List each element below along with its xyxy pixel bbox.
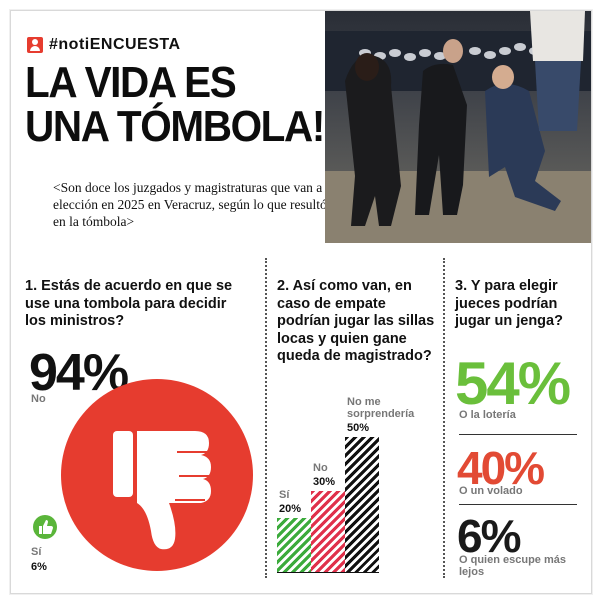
thumbs-down-icon <box>61 379 253 571</box>
bar-2 <box>311 491 345 572</box>
separator <box>459 504 577 505</box>
divider <box>265 258 267 578</box>
tag-label: #notiENCUESTA <box>49 36 181 53</box>
question-3: 3. Y para elegir jueces podrían jugar un… <box>455 278 563 329</box>
section-tag: #notiENCUESTA <box>27 36 181 54</box>
bar-category-label: No <box>313 462 328 474</box>
bar-category-label: Sí <box>279 489 290 501</box>
separator <box>459 434 577 435</box>
divider <box>443 258 445 578</box>
bar-value-label: 30% <box>313 476 336 488</box>
q3-option-2-label: O un volado <box>459 485 523 497</box>
bar-value-label: 50% <box>347 422 370 434</box>
q2-bar-chart: Sí 20% No 30% No me sorprendería 50% <box>11 11 591 593</box>
q3-option-3-label: O quien escupe más lejos <box>459 554 566 578</box>
q3-option-1-label: O la lotería <box>459 409 516 421</box>
bar-3 <box>345 437 379 572</box>
subheadline: <Son doce los juzgados y magistraturas q… <box>53 180 327 229</box>
news-photo <box>325 11 591 243</box>
q1-minor-label: Sí <box>31 546 42 558</box>
question-2: 2. Así como van, en caso de empate podrí… <box>277 278 435 364</box>
photo-illustration <box>325 11 591 243</box>
q3-option-2-value: 40% <box>457 442 545 494</box>
bar-category-label: No me sorprendería <box>347 396 415 420</box>
bar-1 <box>277 518 311 572</box>
q1-minor-value: 6% <box>31 561 47 573</box>
thumbs-up-icon <box>33 515 57 539</box>
chart-baseline <box>277 572 379 573</box>
q3-option-1-value: 54% <box>455 350 571 417</box>
headline-line-2: UNA TÓMBOLA! <box>25 102 325 151</box>
headline-line-1: LA VIDA ES <box>25 58 237 107</box>
infographic: #notiENCUESTA LA VIDA ES UNA TÓMBOLA! <S… <box>10 10 592 594</box>
user-icon <box>27 37 43 53</box>
bar-value-label: 20% <box>279 503 302 515</box>
q3-option-3-value: 6% <box>457 510 522 562</box>
question-1: 1. Estás de acuerdo en que se use una to… <box>25 278 233 329</box>
headline: LA VIDA ES UNA TÓMBOLA! <box>25 58 325 151</box>
q1-main-label: No <box>31 393 46 405</box>
